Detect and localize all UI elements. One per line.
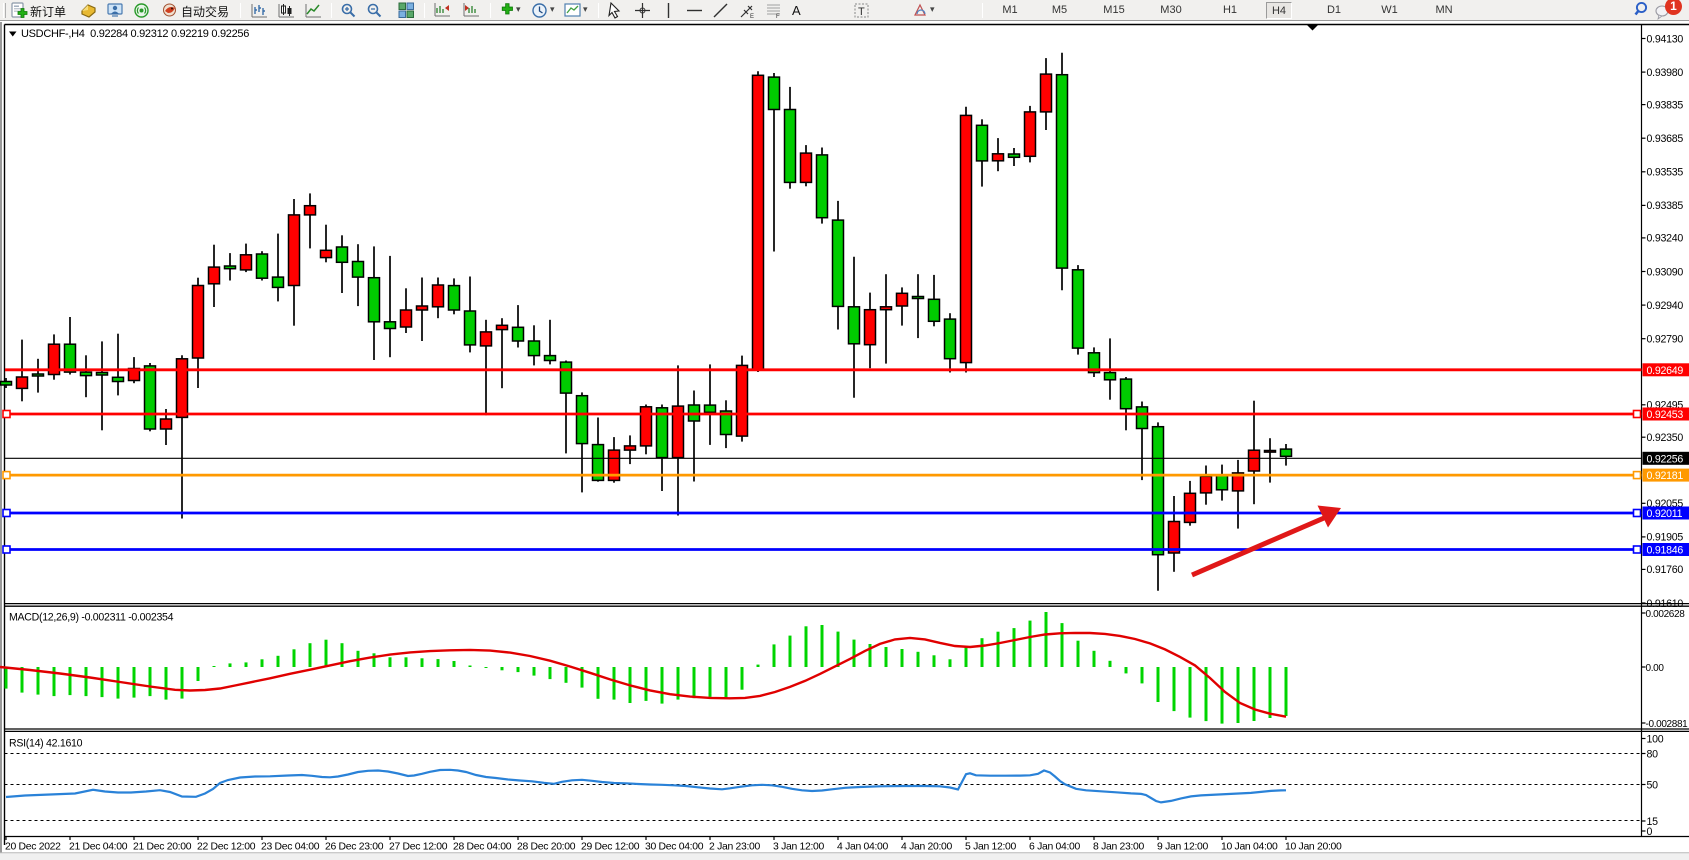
svg-text:0.93980: 0.93980 bbox=[1647, 67, 1684, 79]
svg-text:6 Jan 04:00: 6 Jan 04:00 bbox=[1029, 842, 1081, 853]
svg-text:0.92256: 0.92256 bbox=[1647, 453, 1684, 465]
svg-text:30 Dec 04:00: 30 Dec 04:00 bbox=[645, 842, 704, 853]
svg-text:15: 15 bbox=[1647, 816, 1659, 828]
svg-text:0.92453: 0.92453 bbox=[1647, 409, 1684, 421]
svg-text:20 Dec 2022: 20 Dec 2022 bbox=[5, 842, 61, 853]
svg-text:F: F bbox=[776, 14, 780, 19]
svg-text:0.002628: 0.002628 bbox=[1646, 609, 1686, 620]
svg-text:21 Dec 20:00: 21 Dec 20:00 bbox=[133, 842, 192, 853]
svg-text:0.92181: 0.92181 bbox=[1647, 470, 1684, 482]
svg-text:8 Jan 23:00: 8 Jan 23:00 bbox=[1093, 842, 1145, 853]
svg-text:29 Dec 12:00: 29 Dec 12:00 bbox=[581, 842, 640, 853]
svg-text:21 Dec 04:00: 21 Dec 04:00 bbox=[69, 842, 128, 853]
svg-text:0.92011: 0.92011 bbox=[1647, 508, 1683, 520]
svg-text:50: 50 bbox=[1647, 779, 1659, 791]
svg-text:0.93385: 0.93385 bbox=[1647, 200, 1684, 212]
svg-text:100: 100 bbox=[1647, 733, 1664, 745]
svg-text:80: 80 bbox=[1647, 748, 1659, 760]
svg-text:0.92940: 0.92940 bbox=[1647, 300, 1684, 312]
svg-text:0.93835: 0.93835 bbox=[1647, 99, 1684, 111]
svg-text:0.92790: 0.92790 bbox=[1647, 334, 1684, 346]
svg-text:0.91610: 0.91610 bbox=[1647, 598, 1684, 610]
svg-text:5 Jan 12:00: 5 Jan 12:00 bbox=[965, 842, 1017, 853]
svg-text:0: 0 bbox=[1647, 826, 1653, 838]
svg-text:0.92649: 0.92649 bbox=[1647, 365, 1684, 377]
svg-text:0.91905: 0.91905 bbox=[1647, 532, 1684, 544]
svg-text:0.93090: 0.93090 bbox=[1647, 266, 1684, 278]
svg-text:0.91760: 0.91760 bbox=[1647, 564, 1684, 576]
svg-text:4 Jan 20:00: 4 Jan 20:00 bbox=[901, 842, 953, 853]
svg-text:23 Dec 04:00: 23 Dec 04:00 bbox=[261, 842, 320, 853]
svg-text:T: T bbox=[858, 6, 865, 18]
svg-text:27 Dec 12:00: 27 Dec 12:00 bbox=[389, 842, 448, 853]
svg-text:3 Jan 12:00: 3 Jan 12:00 bbox=[773, 842, 825, 853]
svg-text:0.93535: 0.93535 bbox=[1647, 167, 1684, 179]
svg-text:0.93685: 0.93685 bbox=[1647, 133, 1684, 145]
svg-text:2 Jan 23:00: 2 Jan 23:00 bbox=[709, 842, 761, 853]
svg-text:-0.002881: -0.002881 bbox=[1646, 719, 1689, 730]
svg-text:26 Dec 23:00: 26 Dec 23:00 bbox=[325, 842, 384, 853]
svg-text:28 Dec 20:00: 28 Dec 20:00 bbox=[517, 842, 576, 853]
svg-text:RSI(14) 42.1610: RSI(14) 42.1610 bbox=[9, 738, 83, 750]
svg-text:4 Jan 04:00: 4 Jan 04:00 bbox=[837, 842, 889, 853]
svg-text:E: E bbox=[750, 14, 754, 19]
svg-text:USDCHF-,H4 0.92284 0.92312 0.: USDCHF-,H4 0.92284 0.92312 0.92219 0.922… bbox=[21, 28, 249, 40]
svg-text:9 Jan 12:00: 9 Jan 12:00 bbox=[1157, 842, 1209, 853]
svg-text:28 Dec 04:00: 28 Dec 04:00 bbox=[453, 842, 512, 853]
svg-text:0.93240: 0.93240 bbox=[1647, 233, 1684, 245]
svg-text:0.91846: 0.91846 bbox=[1647, 545, 1684, 557]
svg-text:0.92350: 0.92350 bbox=[1647, 432, 1684, 444]
svg-text:10 Jan 04:00: 10 Jan 04:00 bbox=[1221, 842, 1278, 853]
svg-text:22 Dec 12:00: 22 Dec 12:00 bbox=[197, 842, 256, 853]
svg-text:10 Jan 20:00: 10 Jan 20:00 bbox=[1285, 842, 1342, 853]
svg-text:0.94130: 0.94130 bbox=[1647, 33, 1684, 45]
svg-text:MACD(12,26,9) -0.002311 -0.002: MACD(12,26,9) -0.002311 -0.002354 bbox=[9, 612, 174, 624]
svg-text:0.00: 0.00 bbox=[1646, 663, 1665, 674]
